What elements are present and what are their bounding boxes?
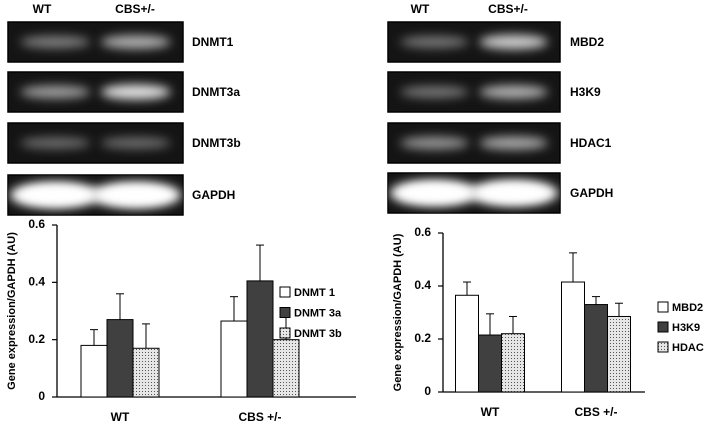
gel-band [20,137,91,149]
bar [106,319,134,398]
bar [220,320,248,398]
gel-bands [389,180,559,206]
bar [455,294,479,393]
gene-label: H3K9 [570,85,601,99]
gel-band [400,86,469,98]
gel-band [20,35,91,49]
y-tick-label: 0.4 [28,275,45,289]
gel-strip [387,122,561,164]
gel-strip [387,21,561,63]
gene-label: GAPDH [192,188,235,202]
y-tick-label: 0 [38,389,45,403]
gel-strip [7,71,184,113]
lane-label: WT [411,2,430,16]
gene-label: DNMT3a [192,85,240,99]
legend-label: HDAC [672,342,704,354]
gel-band-core [400,185,469,201]
x-tick-label: CBS +/- [238,410,281,424]
y-tick-label: 0 [424,384,431,398]
y-tick-label: 0.2 [414,331,431,345]
gel-bands [400,136,548,150]
gel-band [479,85,548,99]
gene-label: MBD2 [570,35,604,49]
x-tick-label: WT [481,405,500,419]
gel-bands [20,84,171,100]
legend-label: H3K9 [672,322,700,334]
gene-label: DNMT1 [192,35,234,49]
lane-label: CBS+/- [115,2,155,16]
gel-bands [400,34,548,50]
legend-swatch [279,307,291,318]
bar [80,344,108,398]
gel-bands [400,85,548,99]
legend-swatch [657,321,669,333]
legend-swatch [279,286,291,298]
bar [246,280,274,398]
gene-label: HDAC1 [570,136,612,150]
gel-strip [387,172,561,214]
gel-bands [20,137,171,149]
gel-strip [387,71,561,113]
gel-strip [7,122,184,164]
lane-label: CBS+/- [488,2,528,16]
bar [272,339,300,398]
bar [478,334,502,393]
x-tick-label: WT [111,410,130,424]
y-tick-label: 0.6 [414,225,431,239]
gel-band [20,85,91,99]
legend-label: DNMT 3a [294,307,342,319]
bar [132,347,160,398]
y-tick-label: 0.6 [28,217,45,231]
bar [607,315,631,393]
legend-label: MBD2 [672,302,703,314]
gel-band [479,136,548,150]
gene-label: DNMT3b [192,136,241,150]
gel-bands [20,35,171,49]
legend-label: DNMT 3b [294,328,342,340]
x-tick-label: CBS +/- [574,405,617,419]
gel-band [100,35,171,49]
legend-swatch [657,301,669,313]
lane-label: WT [33,2,52,16]
gel-band-core [100,187,171,203]
gel-band-core [20,187,91,203]
gel-band [479,34,548,50]
y-tick-label: 0.4 [414,278,431,292]
legend-swatch [657,341,669,353]
bar [501,333,525,393]
gel-strip [7,21,184,63]
gel-bands [9,182,182,208]
y-axis-label: Gene expression/GAPDH (AU) [6,232,18,390]
gel-band [100,84,171,100]
gel-band [400,136,469,150]
gel-strip [7,174,184,216]
bar [584,304,608,393]
gel-band [400,36,469,48]
legend-swatch [279,327,291,339]
gel-band-core [479,185,548,201]
gene-label: GAPDH [570,186,613,200]
legend-label: DNMT 1 [294,287,335,299]
y-axis-label: Gene expression/GAPDH (AU) [392,233,404,391]
bar [561,281,585,393]
gel-band [100,137,171,149]
y-tick-label: 0.2 [28,332,45,346]
